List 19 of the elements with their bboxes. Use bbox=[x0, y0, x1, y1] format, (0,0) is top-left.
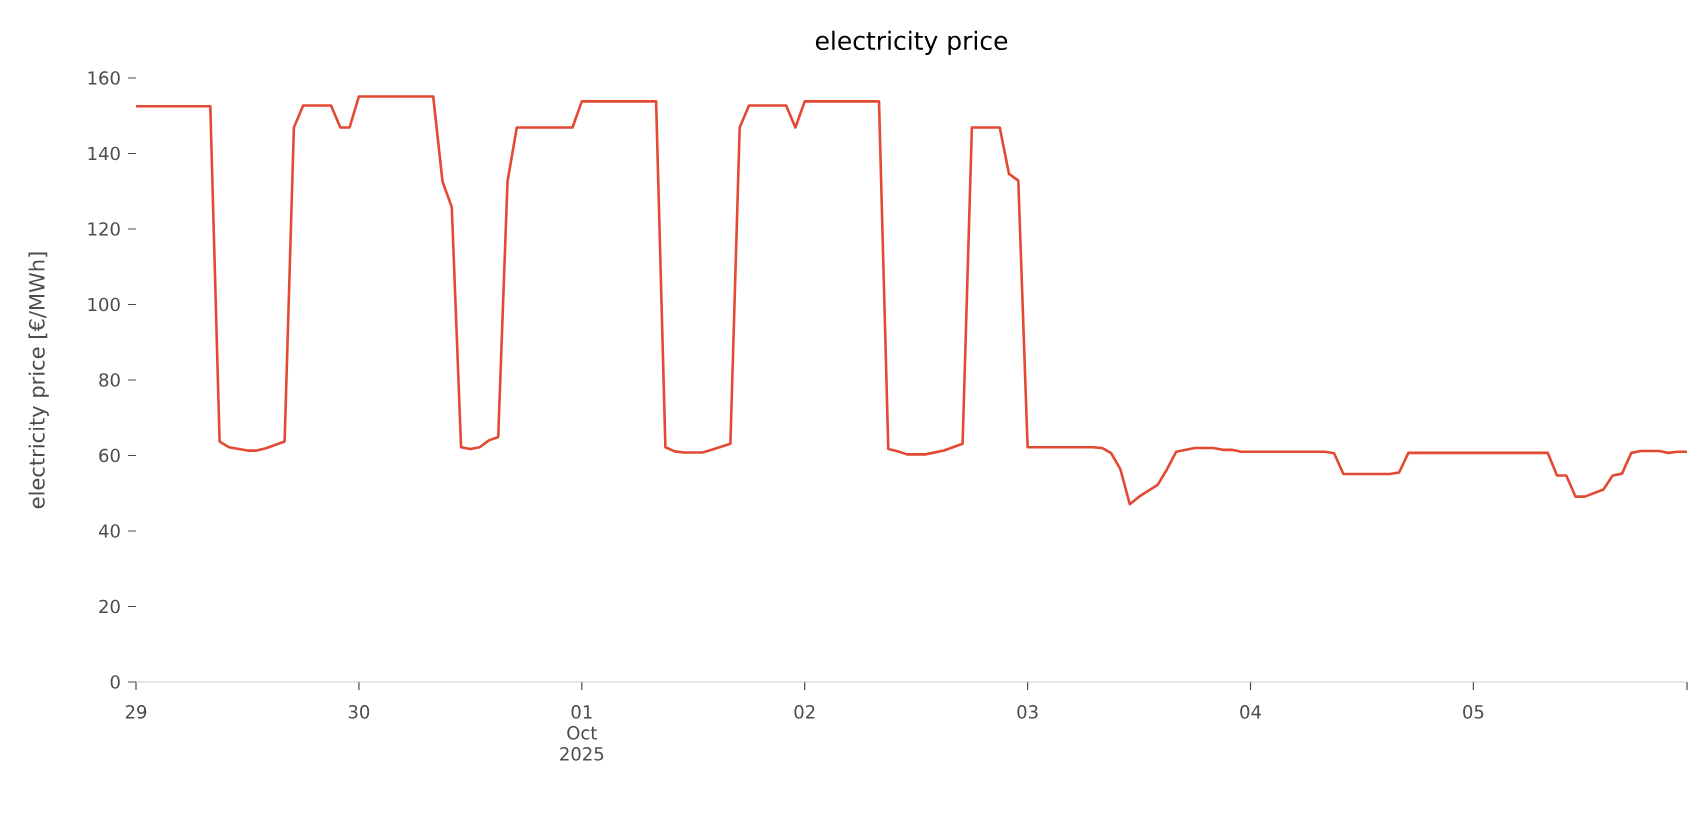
y-tick-label: 100 bbox=[88, 297, 120, 312]
y-tick-label: 40 bbox=[98, 524, 120, 538]
x-tick-label: 02 bbox=[794, 705, 815, 719]
y-tick-label: 120 bbox=[88, 222, 120, 236]
y-tick-label: 160 bbox=[88, 71, 120, 85]
x-tick-label: 01 Oct 2025 bbox=[560, 705, 604, 761]
x-tick-label: 04 bbox=[1240, 705, 1261, 719]
y-tick-label: 20 bbox=[99, 599, 120, 614]
x-tick-label: 03 bbox=[1017, 705, 1038, 719]
y-tick-label: 140 bbox=[88, 146, 120, 161]
x-tick-label: 29 bbox=[125, 705, 147, 719]
y-tick-label: 60 bbox=[99, 448, 120, 463]
x-tick-label: 05 bbox=[1463, 705, 1484, 719]
y-tick-label: 0 bbox=[110, 675, 120, 689]
y-tick-label: 80 bbox=[99, 373, 120, 387]
y-axis-title: electricity price [€/MWh] bbox=[28, 252, 49, 509]
x-tick-label: 30 bbox=[348, 705, 370, 719]
chart-title: electricity price bbox=[815, 30, 1008, 55]
line-series bbox=[134, 95, 1689, 506]
